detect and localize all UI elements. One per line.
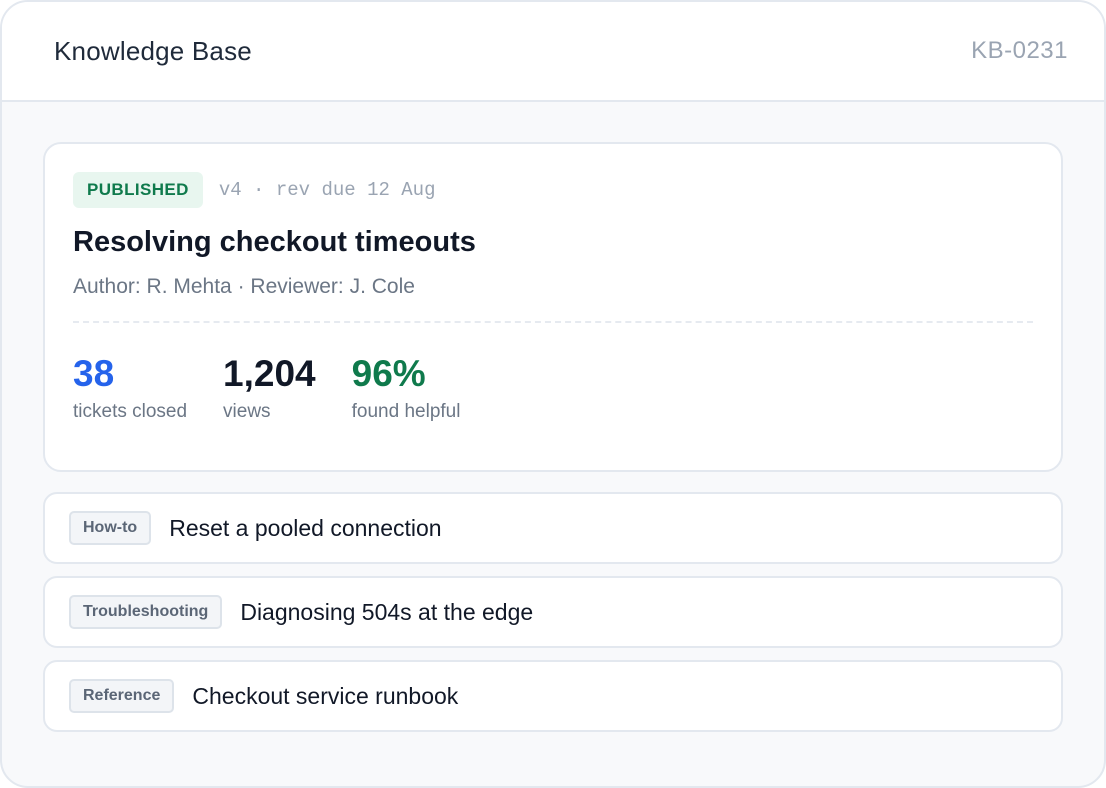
stat-value: 96% (351, 353, 426, 394)
panel-title: Knowledge Base (54, 35, 252, 66)
dashed-divider (73, 321, 1033, 323)
version-info: v4 · rev due 12 Aug (218, 179, 436, 201)
related-article-item[interactable]: Troubleshooting Diagnosing 504s at the e… (43, 576, 1063, 648)
stat-label: tickets closed (73, 401, 188, 422)
stat-found-helpful: 96% found helpful (352, 353, 461, 423)
stat-value: 38 (73, 353, 115, 394)
related-article-item[interactable]: Reference Checkout service runbook (43, 660, 1063, 732)
related-article-title: Checkout service runbook (192, 682, 459, 709)
article-title: Resolving checkout timeouts (73, 226, 476, 258)
category-tag: Troubleshooting (69, 595, 223, 629)
article-card: PUBLISHED v4 · rev due 12 Aug Resolving … (43, 142, 1063, 472)
panel-content: PUBLISHED v4 · rev due 12 Aug Resolving … (2, 102, 1104, 732)
article-meta-row: PUBLISHED v4 · rev due 12 Aug (73, 172, 1033, 208)
stat-label: views (223, 401, 271, 422)
category-tag: Reference (69, 679, 175, 713)
related-article-item[interactable]: How-to Reset a pooled connection (43, 492, 1063, 564)
category-tag: How-to (69, 511, 152, 545)
stat-label: found helpful (351, 401, 461, 422)
related-article-title: Diagnosing 504s at the edge (240, 598, 534, 625)
article-stats: 38 tickets closed 1,204 views 96% found … (73, 353, 1033, 423)
article-id: KB-0231 (971, 37, 1068, 64)
stat-tickets-closed: 38 tickets closed (73, 353, 187, 423)
related-articles-list: How-to Reset a pooled connection Trouble… (43, 492, 1063, 732)
panel-header: Knowledge Base KB-0231 (2, 2, 1104, 102)
stat-views: 1,204 views (223, 353, 316, 423)
stat-value: 1,204 (223, 353, 316, 394)
article-byline: Author: R. Mehta · Reviewer: J. Cole (73, 275, 415, 298)
related-article-title: Reset a pooled connection (169, 514, 442, 541)
status-badge: PUBLISHED (73, 172, 203, 208)
